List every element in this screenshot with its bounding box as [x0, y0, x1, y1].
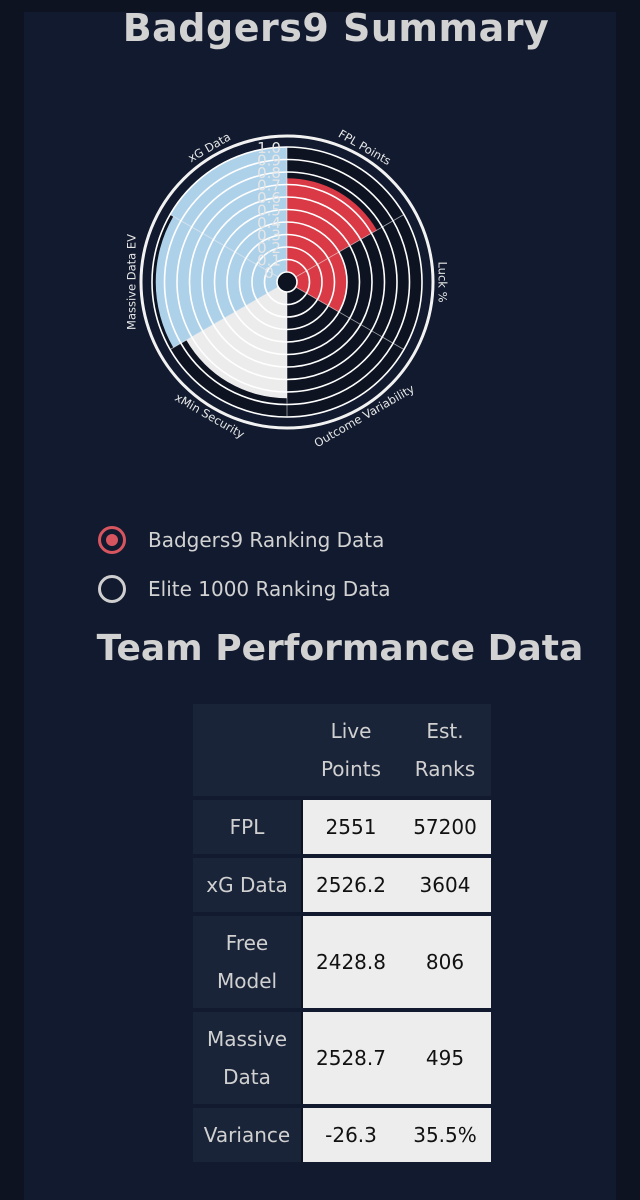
radial-tick-label: 0.6: [257, 189, 281, 207]
category-label: Luck %: [436, 261, 450, 302]
radial-tick-label: 0.1: [257, 252, 281, 270]
row-label: Free Model: [193, 916, 303, 1008]
radio-label: Elite 1000 Ranking Data: [148, 577, 391, 601]
table-row: Massive Data 2528.7 495: [193, 1012, 491, 1104]
polar-spoke: [295, 286, 405, 350]
radial-tick-label: 1.0: [257, 139, 281, 157]
live-points-cell: 2551: [303, 800, 399, 854]
table-row: Variance -26.3 35.5%: [193, 1108, 491, 1162]
table-row: Free Model 2428.8 806: [193, 916, 491, 1008]
table-row: FPL 2551 57200: [193, 800, 491, 854]
column-header-est-ranks: Est. Ranks: [399, 704, 491, 796]
performance-table: Live Points Est. Ranks FPL 2551 57200 xG…: [193, 700, 491, 1166]
category-label: Massive Data EV: [125, 234, 139, 330]
polar-spoke: [169, 286, 279, 350]
polar-bar: [287, 178, 377, 277]
live-points-cell: 2528.7: [303, 1012, 399, 1104]
polar-bar: [155, 216, 279, 348]
radial-tick-label: 0.4: [257, 214, 281, 232]
est-rank-cell: 35.5%: [399, 1108, 491, 1162]
polar-bar: [186, 287, 287, 399]
radial-tick-label: 0.9: [257, 152, 281, 170]
radio-button[interactable]: [98, 575, 126, 603]
radial-tick-label: 0.8: [257, 164, 281, 182]
row-label: Variance: [193, 1108, 303, 1162]
est-rank-cell: 57200: [399, 800, 491, 854]
row-label: FPL: [193, 800, 303, 854]
row-label: Massive Data: [193, 1012, 303, 1104]
polar-spoke: [169, 214, 279, 278]
polar-spoke: [295, 214, 405, 278]
live-points-cell: 2428.8: [303, 916, 399, 1008]
radial-tick-label: 0.3: [257, 227, 281, 245]
row-label: xG Data: [193, 858, 303, 912]
est-rank-cell: 3604: [399, 858, 491, 912]
radial-tick-label: 0.2: [257, 239, 281, 257]
est-rank-cell: 495: [399, 1012, 491, 1104]
row-label-text: Free Model: [217, 931, 278, 993]
live-points-cell: 2526.2: [303, 858, 399, 912]
column-header-text: Live Points: [320, 719, 382, 781]
radial-tick-label: 0.5: [257, 202, 281, 220]
table-header-row: Live Points Est. Ranks: [193, 704, 491, 796]
radial-tick-label: 0: [264, 264, 274, 282]
est-rank-cell: 806: [399, 916, 491, 1008]
radial-tick-label: 0.7: [257, 177, 281, 195]
table-row: xG Data 2526.2 3604: [193, 858, 491, 912]
column-header-live-points: Live Points: [303, 704, 399, 796]
row-label-text: Massive Data: [207, 1027, 288, 1089]
column-header-text: Est. Ranks: [414, 719, 476, 781]
radio-elite-1000-ranking[interactable]: Elite 1000 Ranking Data: [98, 571, 391, 607]
section-title: Team Performance Data: [96, 628, 584, 669]
page-title: Badgers9 Summary: [122, 6, 550, 50]
radio-badgers9-ranking[interactable]: Badgers9 Ranking Data: [98, 522, 384, 558]
polar-outer-ring: [139, 134, 435, 430]
polar-chart: 00.10.20.30.40.50.60.70.80.91.0 FPL Point…: [125, 127, 450, 450]
radio-button-selected[interactable]: [98, 526, 126, 554]
table-corner: [193, 704, 303, 796]
radio-label: Badgers9 Ranking Data: [148, 528, 385, 552]
live-points-cell: -26.3: [303, 1108, 399, 1162]
